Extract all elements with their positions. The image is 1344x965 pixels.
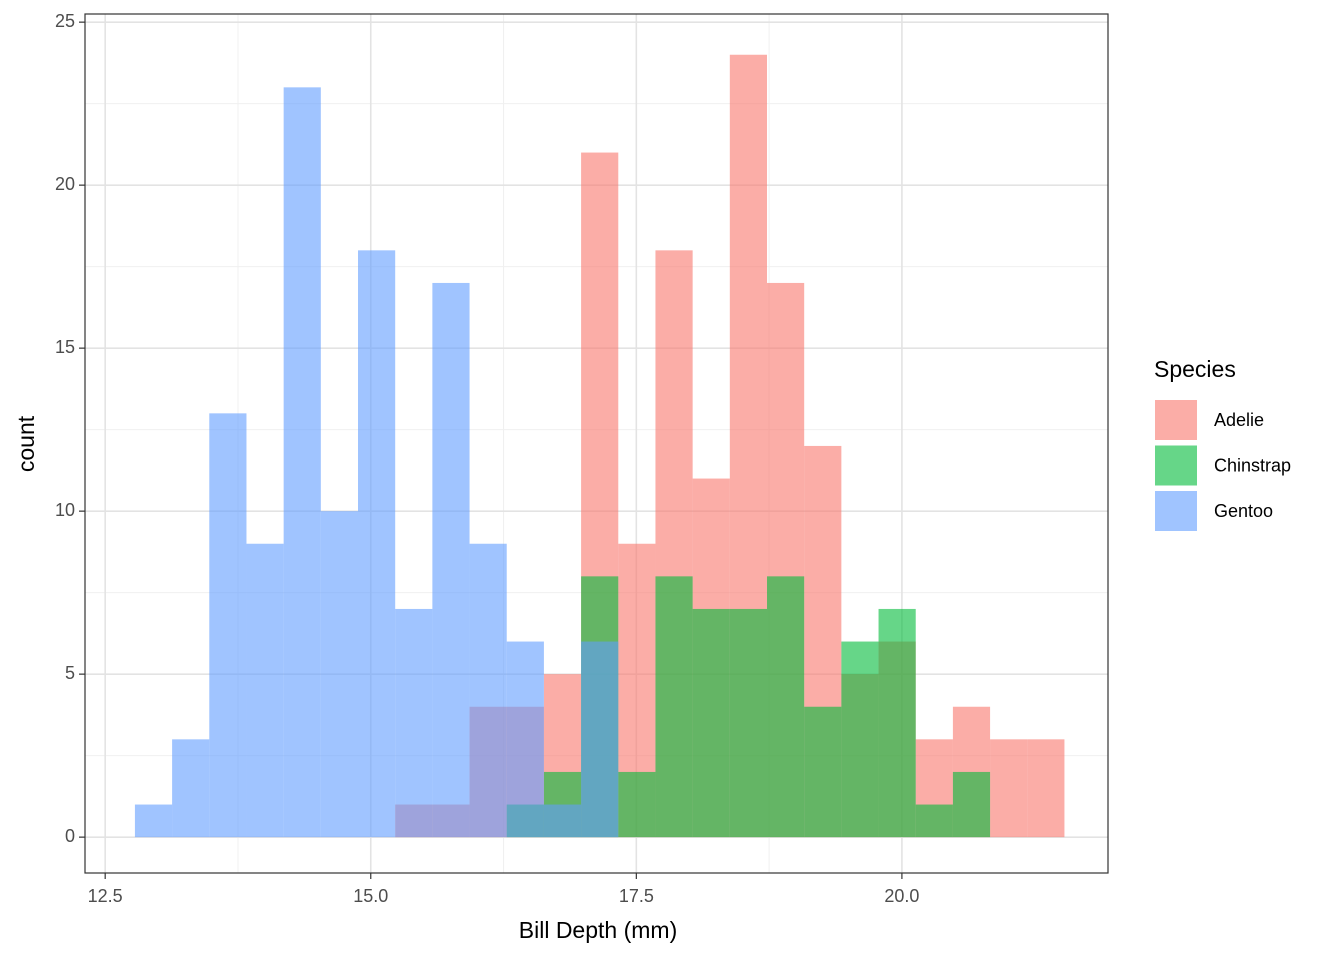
x-tick-label: 15.0 bbox=[353, 886, 388, 906]
y-tick-label: 20 bbox=[55, 174, 75, 194]
y-tick-label: 10 bbox=[55, 500, 75, 520]
histogram-bar bbox=[395, 608, 433, 838]
legend-label: Adelie bbox=[1214, 410, 1264, 430]
axes: 12.5 15.0 17.5 20.0 0 5 10 15 20 25 bbox=[55, 11, 919, 906]
histogram-bar bbox=[543, 804, 582, 838]
y-tick-label: 25 bbox=[55, 11, 75, 31]
legend-title: Species bbox=[1154, 356, 1236, 382]
legend-key bbox=[1155, 491, 1197, 531]
histogram-bar bbox=[841, 641, 879, 838]
histogram-bar bbox=[246, 543, 284, 838]
histogram-bar bbox=[878, 608, 916, 838]
histogram-bar bbox=[990, 739, 1028, 838]
histogram-bar bbox=[692, 608, 730, 838]
histogram-bar bbox=[134, 804, 173, 838]
y-tick-label: 15 bbox=[55, 337, 75, 357]
histogram-bar bbox=[283, 87, 321, 838]
histogram-bar bbox=[618, 771, 656, 838]
y-tick-label: 0 bbox=[65, 826, 75, 846]
legend-key bbox=[1155, 400, 1197, 440]
histogram-bar bbox=[729, 608, 767, 838]
histogram-bar bbox=[432, 282, 470, 838]
x-tick-label: 17.5 bbox=[619, 886, 654, 906]
histogram-bar bbox=[655, 576, 693, 838]
histogram-bar bbox=[209, 413, 247, 838]
histogram-bar bbox=[172, 739, 210, 838]
histogram-bar bbox=[952, 771, 991, 838]
x-tick-label: 12.5 bbox=[88, 886, 123, 906]
y-axis-title: count bbox=[13, 415, 39, 472]
histogram-bar bbox=[581, 641, 619, 838]
histogram-bar bbox=[1027, 739, 1065, 838]
y-tick-label: 5 bbox=[65, 663, 75, 683]
x-axis-title: Bill Depth (mm) bbox=[519, 917, 677, 943]
histogram-bar bbox=[804, 706, 842, 838]
legend-label: Gentoo bbox=[1214, 501, 1273, 521]
panel-border bbox=[84, 13, 1109, 874]
histogram-bar bbox=[506, 641, 544, 838]
histogram-bar bbox=[320, 511, 359, 838]
histogram-bar bbox=[469, 543, 507, 838]
legend-label: Chinstrap bbox=[1214, 455, 1291, 475]
legend: Adelie Chinstrap Gentoo bbox=[1155, 400, 1291, 531]
x-tick-label: 20.0 bbox=[884, 886, 919, 906]
bars bbox=[134, 54, 1065, 838]
histogram-bar bbox=[358, 250, 396, 838]
legend-key bbox=[1155, 445, 1197, 486]
histogram-bar bbox=[767, 576, 805, 838]
histogram-bar bbox=[915, 804, 953, 838]
